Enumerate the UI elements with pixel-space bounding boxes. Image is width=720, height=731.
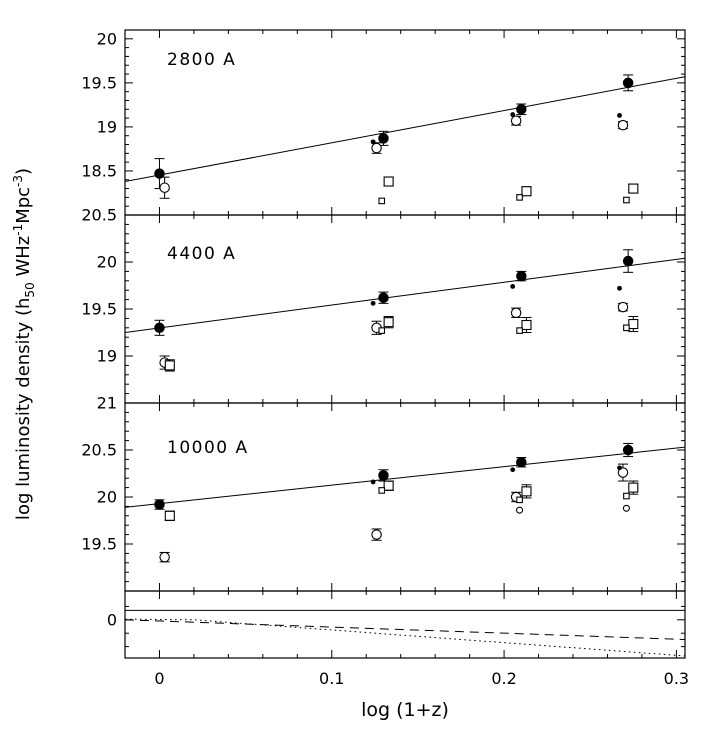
x-axis-title: log (1+z) <box>361 699 449 721</box>
y-tick-label: 20.5 <box>81 206 117 225</box>
dotted-declining-line <box>125 618 685 657</box>
ylabel-subscript: 50 <box>22 282 37 298</box>
series-open-square <box>164 480 639 521</box>
ylabel-superscript: -1 <box>11 223 26 236</box>
series-filled-circle <box>154 74 634 190</box>
ylabel-part: WHz <box>13 235 35 283</box>
y-tick-label: 21 <box>97 394 117 413</box>
panel-frame <box>124 402 686 592</box>
series-small-dot <box>370 112 622 145</box>
series-small-open-circle <box>516 504 630 514</box>
ylabel-part: Mpc <box>13 186 35 224</box>
series-open-square <box>164 316 639 372</box>
series-small-dot <box>370 284 622 306</box>
series-open-circle <box>159 301 629 370</box>
y-tick-label: 20.5 <box>81 441 117 460</box>
series-filled-circle <box>154 249 634 336</box>
y-tick-label: 20 <box>97 29 117 48</box>
panel-2800A: 18.5 19 19.5 20 <box>81 29 686 216</box>
y-tick-label: 19 <box>97 347 117 366</box>
series-open-circle <box>159 463 629 563</box>
panel-label-2800: 2800 A <box>167 50 237 70</box>
panel-label-4400: 4400 A <box>167 244 237 264</box>
y-tick-label: 20 <box>97 488 117 507</box>
ylabel-superscript: -3 <box>11 174 26 187</box>
series-open-square <box>383 176 639 197</box>
y-axis-title: log luminosity density (h50 WHz-1Mpc-3) <box>11 168 37 520</box>
series-small-square <box>378 324 630 334</box>
fit-line <box>125 76 685 183</box>
series-open-circle <box>159 115 629 199</box>
fit-line <box>125 446 685 508</box>
panel-frame <box>124 590 686 659</box>
ylabel-part: log luminosity density (h <box>13 297 35 521</box>
y-tick-label: 20 <box>97 253 117 272</box>
series-small-dot <box>370 465 622 485</box>
panel-label-10000: 10000 A <box>167 438 249 458</box>
y-tick-label: 19.5 <box>81 73 117 92</box>
y-tick-label: 19.5 <box>81 300 117 319</box>
series-small-square <box>378 194 630 205</box>
x-tick-label: 0.3 <box>664 669 689 688</box>
panel-4400A: 19 19.5 20 20.5 <box>81 206 686 404</box>
dashed-declining-line <box>125 619 685 641</box>
ylabel-part: ) <box>13 167 35 175</box>
series-small-square <box>378 487 630 504</box>
y-tick-label: 0 <box>107 610 117 629</box>
panel-10000A: 19.5 20 20.5 21 <box>81 394 686 592</box>
x-tick-label: 0 <box>154 669 164 688</box>
x-tick-label: 0.1 <box>319 669 344 688</box>
fit-line <box>125 257 685 333</box>
series-filled-circle <box>154 442 634 510</box>
y-tick-label: 19 <box>97 117 117 136</box>
y-tick-label: 19.5 <box>81 535 117 554</box>
x-tick-label: 0.2 <box>491 669 516 688</box>
y-tick-label: 18.5 <box>81 161 117 180</box>
panel-corrections: 0 0 0.1 0.2 0.3 <box>107 590 689 688</box>
